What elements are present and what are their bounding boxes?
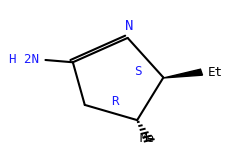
Text: Me: Me xyxy=(139,132,154,145)
Text: R: R xyxy=(111,95,118,108)
Text: Et: Et xyxy=(208,66,222,79)
Text: S: S xyxy=(135,65,142,78)
Text: H 2N: H 2N xyxy=(8,53,39,66)
Text: N: N xyxy=(125,19,133,33)
Polygon shape xyxy=(164,69,202,78)
